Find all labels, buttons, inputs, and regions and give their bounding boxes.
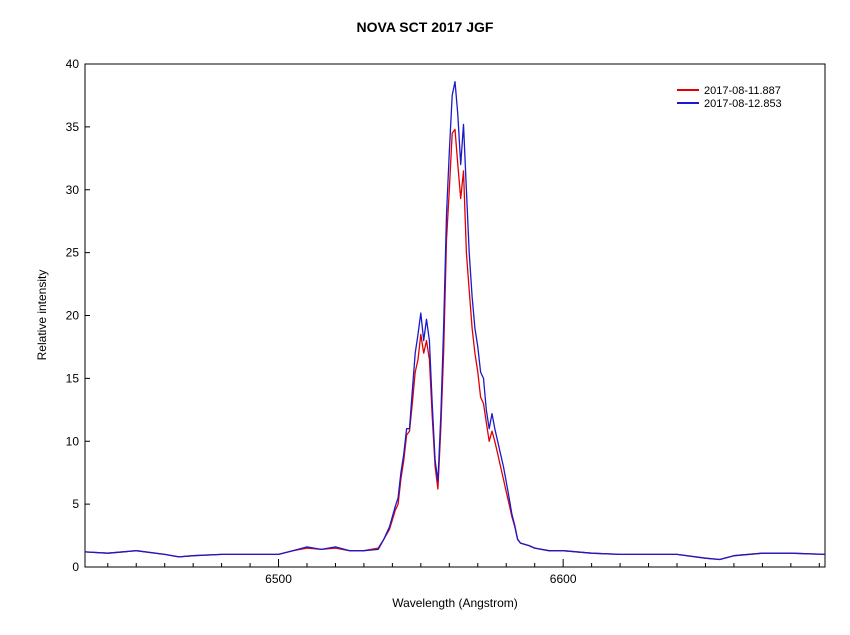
y-tick-label: 40 [66,57,80,71]
x-axis: 6500 6600 [107,559,820,586]
x-axis-label: Wavelength (Angstrom) [392,596,518,610]
y-tick-label: 10 [66,434,80,448]
y-axis-label: Relative intensity [35,270,49,361]
y-tick-label: 0 [72,560,79,574]
y-tick-label: 30 [66,183,80,197]
y-tick-label: 5 [72,497,79,511]
x-tick-label: 6600 [550,572,577,586]
series-layer [84,80,826,561]
chart-title: NOVA SCT 2017 JGF [357,19,494,35]
y-tick-label: 25 [66,246,80,260]
y-tick-label: 20 [66,309,80,323]
y-tick-label: 35 [66,120,80,134]
x-tick-label: 6500 [265,572,292,586]
plot-area [84,63,826,568]
y-tick-label: 15 [66,371,80,385]
legend-label-2: 2017-08-12.853 [704,98,782,110]
series-line-2 [84,80,826,561]
legend-label-1: 2017-08-11.887 [704,85,781,97]
y-axis: 0 5 10 15 20 25 30 35 40 [66,57,90,574]
